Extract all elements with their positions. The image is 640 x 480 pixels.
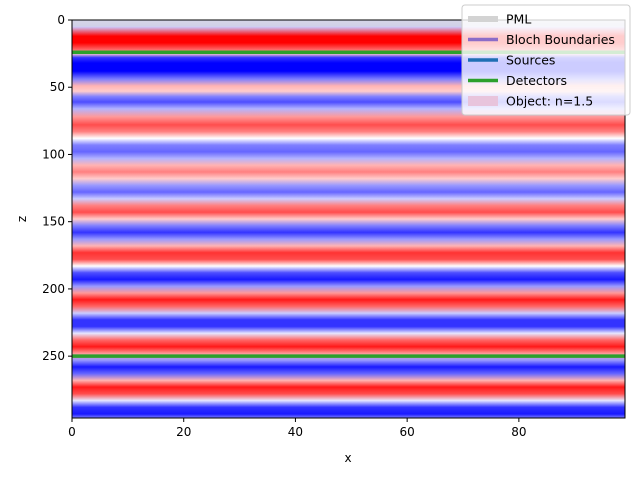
y-tick-label: 100 <box>42 147 65 161</box>
x-axis: 0 20 40 60 80 <box>68 418 527 439</box>
y-tick-label: 150 <box>42 215 65 229</box>
legend-swatch <box>468 96 498 106</box>
legend-label: PML <box>506 12 531 27</box>
x-tick-label: 80 <box>511 425 526 439</box>
y-axis: 0 50 100 150 200 250 <box>42 13 72 363</box>
y-tick-label: 50 <box>50 80 65 94</box>
legend: PML Bloch Boundaries Sources Detectors Objec… <box>461 4 631 116</box>
x-axis-label: x <box>344 451 351 465</box>
x-tick-label: 0 <box>68 425 76 439</box>
legend-label: Object: n=1.5 <box>506 94 593 109</box>
y-tick-label: 0 <box>57 13 65 27</box>
x-tick-label: 20 <box>176 425 191 439</box>
legend-box <box>461 4 631 116</box>
legend-label: Detectors <box>506 73 567 88</box>
legend-label: Bloch Boundaries <box>506 32 615 47</box>
plot-frame <box>71 19 626 419</box>
y-tick-label: 200 <box>42 282 65 296</box>
x-tick-label: 40 <box>288 425 303 439</box>
y-tick-label: 250 <box>42 349 65 363</box>
pml-region <box>72 20 625 27</box>
legend-label: Sources <box>506 53 555 68</box>
x-tick-label: 60 <box>400 425 415 439</box>
y-axis-label: z <box>15 216 29 222</box>
